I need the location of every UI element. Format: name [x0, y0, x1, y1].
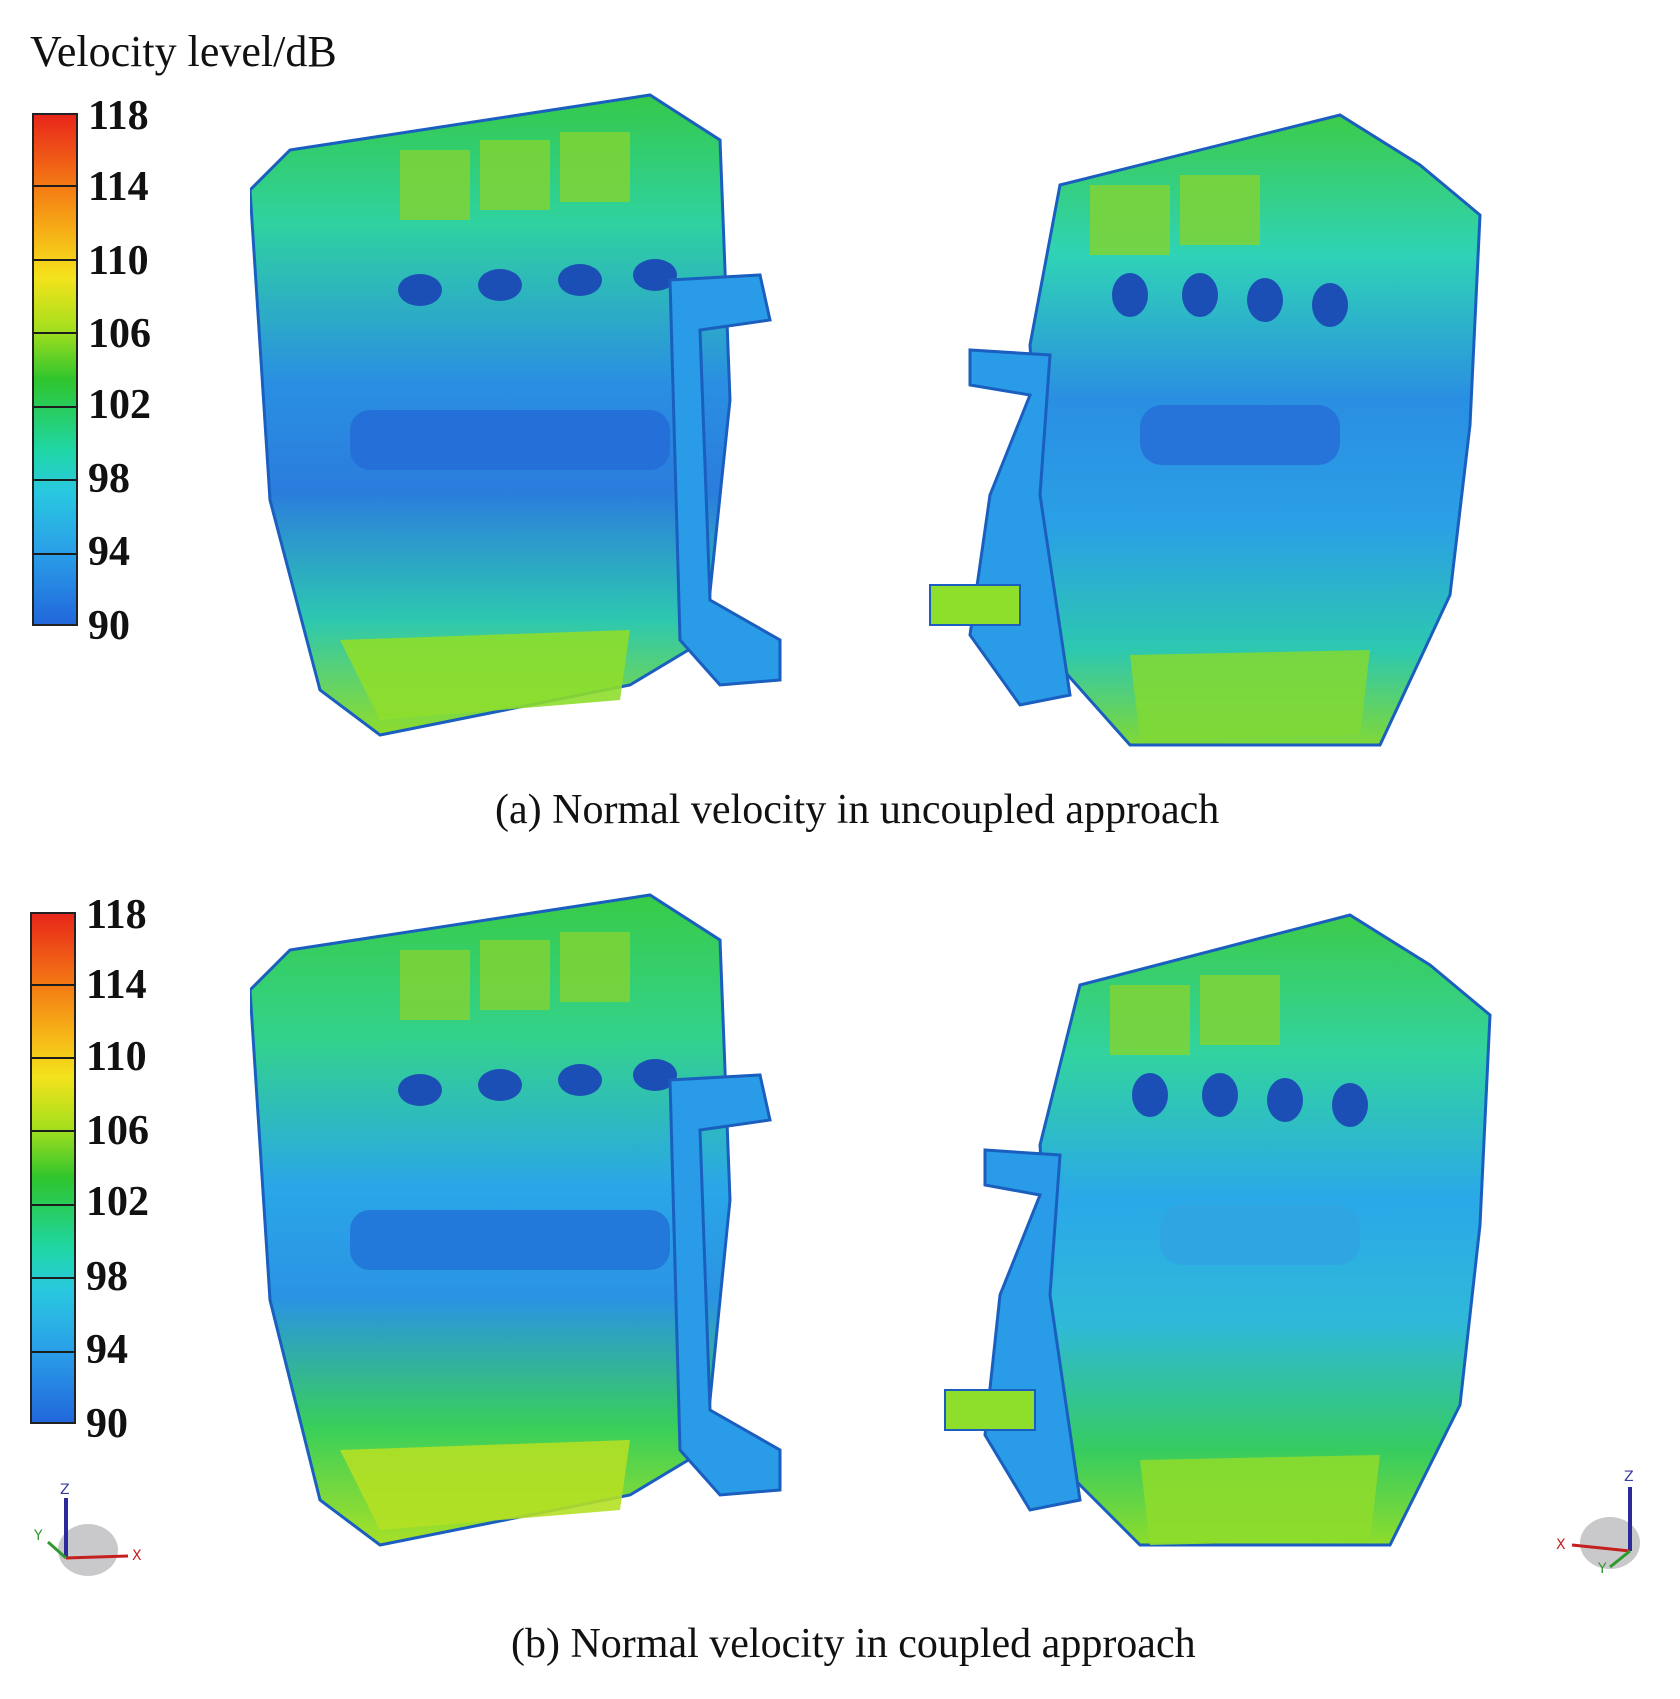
tick-label: 114 [88, 164, 149, 210]
axis-z-label: Z [60, 1482, 70, 1498]
tick-label: 110 [88, 238, 149, 284]
colorbar-gradient [32, 113, 78, 626]
tick-label: 102 [88, 382, 151, 428]
caption-a: (a) Normal velocity in uncoupled approac… [495, 787, 1220, 833]
tick-label: 114 [86, 962, 147, 1008]
axis-triad-left: Z X Y [33, 1482, 142, 1576]
tick-label: 106 [88, 311, 151, 357]
legend-title: Velocity level/dB [30, 27, 337, 76]
axis-z-label: Z [1624, 1469, 1634, 1485]
tick-label: 98 [86, 1254, 128, 1300]
tick-label: 118 [88, 93, 149, 139]
axis-x-label: X [1556, 1537, 1566, 1553]
tick-label: 102 [86, 1179, 149, 1225]
colorbar-gradient [30, 912, 76, 1424]
axis-x-label: X [132, 1548, 142, 1564]
tick-label: 110 [86, 1034, 147, 1080]
caption-b: (b) Normal velocity in coupled approach [511, 1621, 1196, 1667]
tick-label: 106 [86, 1108, 149, 1154]
tick-label: 90 [88, 603, 130, 649]
axis-y-label: Y [33, 1528, 43, 1544]
tick-label: 94 [88, 529, 130, 575]
engine-render-a-right [929, 113, 1482, 747]
engine-render-b-left [250, 893, 782, 1547]
engine-render-a-left [250, 93, 782, 737]
tick-label: 118 [86, 892, 147, 938]
axis-triad-right: Z X Y [1556, 1469, 1640, 1575]
axis-y-label: Y [1597, 1561, 1607, 1575]
tick-label: 94 [86, 1327, 128, 1373]
engine-render-b-right [944, 913, 1492, 1547]
tick-label: 90 [86, 1401, 128, 1447]
tick-label: 98 [88, 456, 130, 502]
